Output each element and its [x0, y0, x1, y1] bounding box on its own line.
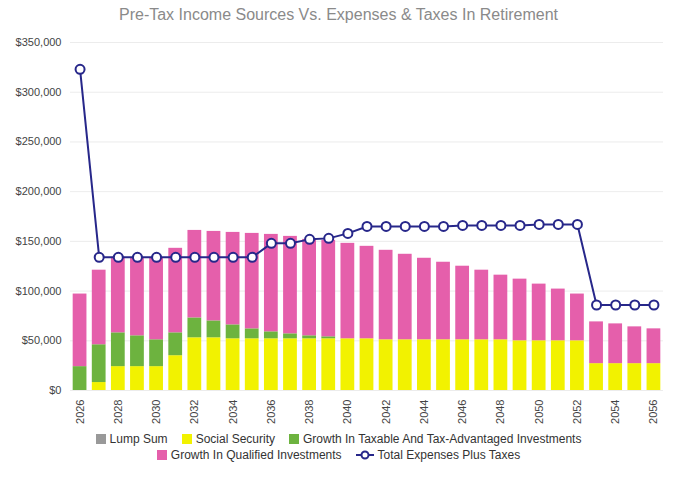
- svg-text:$350,000: $350,000: [16, 36, 62, 48]
- svg-text:2030: 2030: [150, 400, 162, 424]
- svg-text:2042: 2042: [380, 400, 392, 424]
- svg-text:2044: 2044: [418, 400, 430, 424]
- svg-text:2048: 2048: [494, 400, 506, 424]
- svg-text:2054: 2054: [609, 400, 621, 424]
- svg-text:2028: 2028: [112, 400, 124, 424]
- svg-text:$0: $0: [49, 384, 61, 396]
- svg-text:$150,000: $150,000: [16, 235, 62, 247]
- svg-text:2026: 2026: [74, 400, 86, 424]
- svg-text:2038: 2038: [303, 400, 315, 424]
- html-text:Lump Sum: Lump Sum: [109, 432, 168, 446]
- html-text:Pre-Tax Income Sources Vs. Exp: Pre-Tax Income Sources Vs. Expenses & Ta…: [119, 6, 558, 23]
- html-text:Social Security: Social Security: [195, 432, 275, 446]
- svg-text:2036: 2036: [265, 400, 277, 424]
- svg-text:$100,000: $100,000: [16, 285, 62, 297]
- html-text:Total Expenses Plus Taxes: Total Expenses Plus Taxes: [377, 448, 521, 462]
- html-text:Growth In Taxable And Tax-Adva: Growth In Taxable And Tax-Advantaged Inv…: [303, 432, 582, 446]
- svg-text:$200,000: $200,000: [16, 185, 62, 197]
- svg-text:$50,000: $50,000: [22, 334, 62, 346]
- html-text:Growth In Qualified Investment: Growth In Qualified Investments: [170, 448, 342, 462]
- svg-text:2052: 2052: [571, 400, 583, 424]
- svg-text:2034: 2034: [227, 400, 239, 424]
- svg-text:2056: 2056: [647, 400, 659, 424]
- svg-text:2050: 2050: [533, 400, 545, 424]
- svg-text:$250,000: $250,000: [16, 135, 62, 147]
- svg-text:2046: 2046: [456, 400, 468, 424]
- svg-text:2032: 2032: [188, 400, 200, 424]
- svg-text:$300,000: $300,000: [16, 86, 62, 98]
- svg-text:2040: 2040: [341, 400, 353, 424]
